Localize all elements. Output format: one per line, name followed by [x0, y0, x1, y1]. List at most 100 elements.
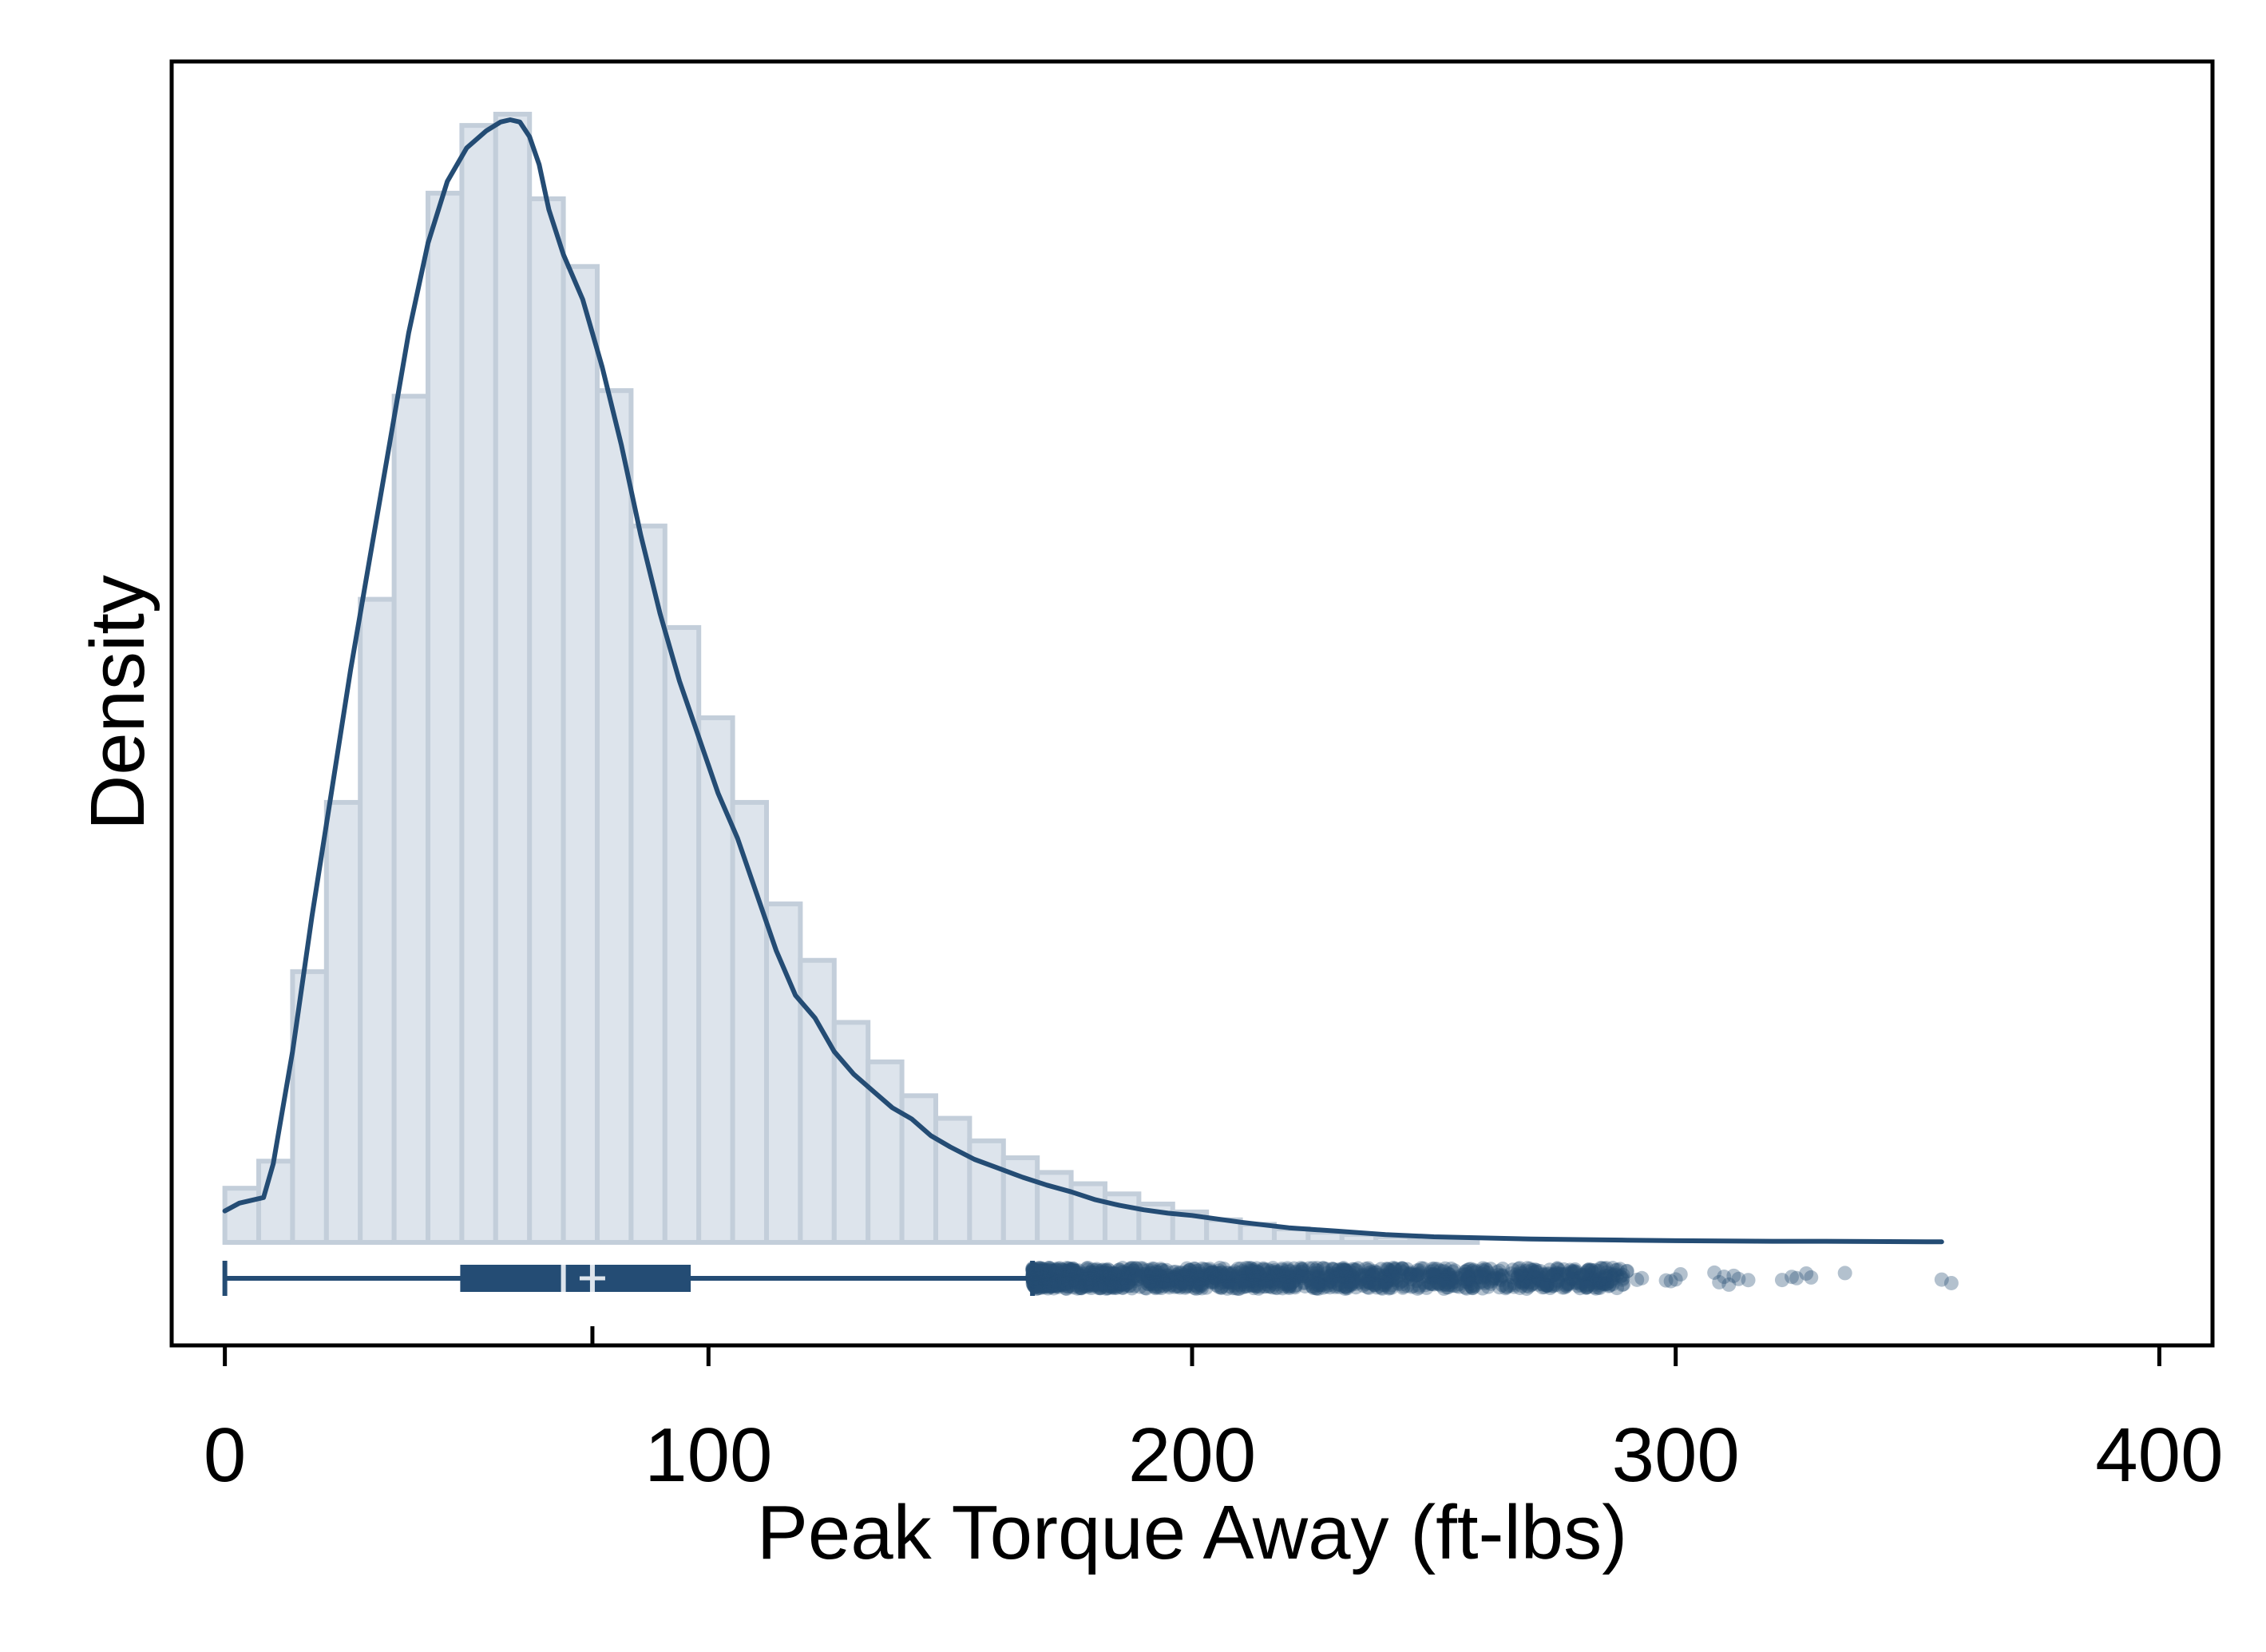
- outlier-point: [1412, 1280, 1427, 1295]
- outlier-point: [1325, 1262, 1341, 1277]
- outlier-point: [1267, 1266, 1282, 1282]
- outlier-point: [1093, 1278, 1108, 1293]
- outlier-point: [1281, 1267, 1296, 1282]
- outlier-point: [1210, 1269, 1225, 1284]
- outlier-point: [1088, 1262, 1103, 1278]
- outlier-point: [1345, 1274, 1361, 1290]
- outlier-point: [1274, 1262, 1289, 1277]
- outlier-point: [1605, 1277, 1620, 1292]
- outlier-point: [1231, 1266, 1246, 1281]
- outlier-point: [1458, 1274, 1473, 1290]
- outlier-point: [1337, 1266, 1352, 1281]
- outlier-point: [1088, 1278, 1103, 1293]
- outlier-point: [1512, 1261, 1527, 1276]
- outlier-point: [1089, 1262, 1104, 1277]
- outlier-point: [1043, 1274, 1058, 1290]
- outlier-point: [1109, 1273, 1124, 1288]
- outlier-point: [1189, 1268, 1204, 1283]
- outlier-point: [1512, 1280, 1527, 1295]
- outlier-point: [1223, 1266, 1238, 1282]
- outlier-point: [1154, 1262, 1169, 1278]
- outlier-point: [1107, 1266, 1123, 1282]
- outlier-point: [1458, 1268, 1473, 1283]
- outlier-point: [1320, 1276, 1335, 1291]
- outlier-point: [1033, 1275, 1048, 1290]
- histogram-bar: [628, 523, 668, 1245]
- outlier-point: [1561, 1276, 1576, 1291]
- outlier-point: [1037, 1274, 1052, 1290]
- outlier-point: [1057, 1276, 1072, 1291]
- outlier-point: [1509, 1271, 1524, 1286]
- outlier-point: [1111, 1279, 1126, 1294]
- outlier-point: [1026, 1266, 1041, 1282]
- outlier-point: [1131, 1272, 1146, 1287]
- outlier-point: [1305, 1279, 1321, 1294]
- outlier-point: [1161, 1275, 1176, 1290]
- outlier-point: [1493, 1273, 1508, 1288]
- outlier-point: [1281, 1272, 1296, 1287]
- outlier-point: [1707, 1265, 1722, 1280]
- outlier-point: [1444, 1278, 1459, 1293]
- outlier-point: [1426, 1277, 1441, 1292]
- outlier-point: [1463, 1278, 1478, 1293]
- outlier-point: [1278, 1272, 1293, 1287]
- outlier-point: [1587, 1273, 1602, 1288]
- outlier-point: [1032, 1261, 1048, 1276]
- outlier-point: [1505, 1262, 1520, 1278]
- outlier-point: [1074, 1281, 1089, 1296]
- outlier-point: [1099, 1262, 1114, 1278]
- outlier-point: [1315, 1278, 1330, 1293]
- outlier-point: [1301, 1270, 1317, 1286]
- outlier-point: [1274, 1266, 1289, 1281]
- outlier-point: [1322, 1280, 1337, 1295]
- outlier-point: [1025, 1276, 1040, 1291]
- outlier-point: [1595, 1276, 1610, 1291]
- outlier-point: [1584, 1263, 1599, 1278]
- outlier-point: [1598, 1277, 1613, 1292]
- outlier-point: [1550, 1261, 1565, 1276]
- outlier-point: [1366, 1269, 1381, 1284]
- outlier-point: [1222, 1279, 1237, 1294]
- outlier-point: [1050, 1274, 1065, 1290]
- outlier-point: [1293, 1261, 1309, 1276]
- outlier-point: [1378, 1276, 1393, 1291]
- outlier-point: [1567, 1265, 1583, 1280]
- outlier-point: [1310, 1270, 1325, 1286]
- outlier-point: [1060, 1279, 1076, 1294]
- outlier-point: [1490, 1271, 1505, 1286]
- outlier-point: [1504, 1270, 1519, 1285]
- outlier-point: [1381, 1262, 1396, 1278]
- outlier-point: [1244, 1261, 1259, 1276]
- outlier-point: [1121, 1278, 1136, 1293]
- outlier-point: [1170, 1279, 1185, 1294]
- histogram-bar: [798, 957, 837, 1245]
- outlier-point: [1221, 1266, 1236, 1281]
- outlier-point: [1221, 1270, 1236, 1286]
- outlier-point: [1161, 1270, 1176, 1286]
- outlier-point: [1531, 1271, 1546, 1286]
- outlier-point: [1460, 1272, 1475, 1287]
- outlier-point: [1028, 1275, 1043, 1290]
- outlier-point: [1107, 1276, 1123, 1291]
- outlier-point: [1202, 1262, 1218, 1277]
- outlier-point: [1144, 1266, 1159, 1281]
- outlier-point: [1081, 1274, 1096, 1290]
- outlier-point: [1155, 1270, 1170, 1286]
- outlier-point: [1064, 1266, 1079, 1281]
- outlier-point: [1523, 1262, 1538, 1277]
- outlier-point: [1452, 1277, 1467, 1292]
- outlier-point: [1234, 1264, 1250, 1279]
- outlier-point: [1596, 1276, 1611, 1291]
- outlier-point: [1586, 1272, 1601, 1287]
- outlier-point: [1452, 1279, 1467, 1294]
- outlier-point: [1044, 1272, 1060, 1287]
- outlier-point: [1326, 1271, 1341, 1286]
- outlier-point: [1141, 1277, 1156, 1292]
- outlier-point: [1038, 1278, 1053, 1293]
- outlier-point: [1040, 1281, 1056, 1296]
- outlier-point: [1595, 1270, 1610, 1286]
- histogram-bar: [493, 112, 533, 1245]
- outlier-point: [1044, 1278, 1059, 1293]
- outlier-point: [1220, 1274, 1235, 1289]
- outlier-point: [1148, 1277, 1163, 1292]
